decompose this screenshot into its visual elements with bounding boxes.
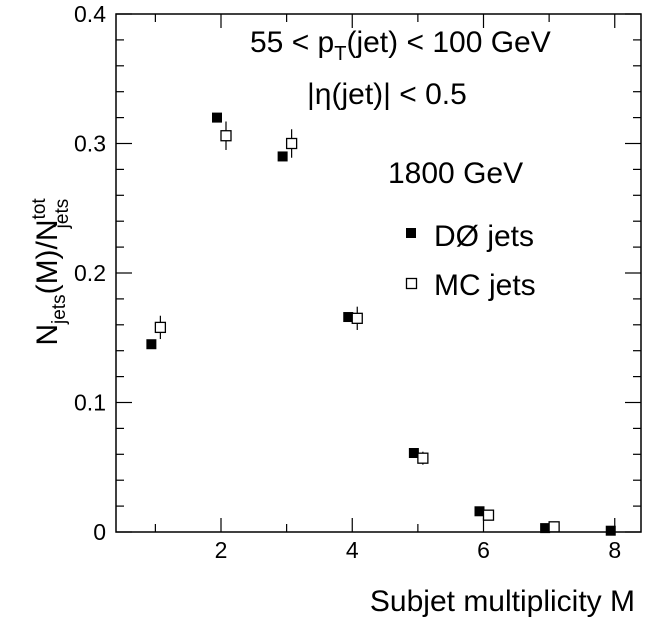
legend-marker-mc [405,277,418,290]
open-square-marker [220,130,232,142]
open-square-marker [482,509,495,521]
energy-annotation: 1800 GeV [388,157,523,190]
filled-square-marker [474,506,485,517]
data-points [146,112,616,536]
y-tick-label: 0.4 [74,1,106,27]
d0-data-point [540,523,551,534]
mc-data-point [351,306,363,330]
open-square-marker [351,312,363,324]
filled-square-marker [605,525,616,536]
open-square-marker [548,521,560,533]
y-axis-title: Njets(M)/Ntot jets [29,198,73,346]
legend-marker-d0 [406,228,416,238]
mc-data-point [285,129,298,158]
pt-cut-annotation: 55 < pT(jet) < 100 GeV [250,26,551,65]
y-tick-label: 0.2 [74,260,106,286]
x-axis-ticks: 2 4 6 8 [154,14,621,563]
d0-data-point [212,112,222,123]
y-axis-ticks: 0 0.1 0.2 0.3 0.4 [74,1,641,545]
mc-data-point [220,121,232,150]
filled-square-marker [408,448,419,459]
legend-label-d0: DØ jets [434,220,534,253]
mc-data-point [417,451,429,465]
filled-square-marker [343,312,354,323]
d0-data-point [605,525,616,536]
d0-data-point [277,151,288,162]
d0-data-point [474,506,485,517]
filled-square-marker [146,339,157,350]
d0-data-point [146,339,157,350]
x-axis-title: Subjet multiplicity M [370,585,635,618]
eta-cut-annotation: |η(jet)| < 0.5 [307,78,467,111]
open-square-marker [154,321,167,334]
d0-data-point [408,448,419,459]
x-tick-label: 4 [346,537,359,563]
y-tick-label: 0 [93,519,106,545]
legend: DØ jets MC jets [405,220,536,302]
open-square-marker [285,137,298,150]
mc-data-point [482,509,495,521]
x-tick-label: 2 [215,537,228,563]
filled-square-marker [277,151,288,162]
d0-data-point [343,312,354,323]
filled-square-marker [212,112,222,123]
y-tick-label: 0.3 [74,131,106,157]
legend-label-mc: MC jets [434,269,536,302]
open-square-marker [417,452,429,464]
filled-square-marker [540,523,551,534]
mc-data-point [548,521,560,533]
mc-data-point [154,315,167,340]
x-tick-label: 8 [608,537,621,563]
x-tick-label: 6 [477,537,490,563]
y-tick-label: 0.1 [74,390,106,416]
